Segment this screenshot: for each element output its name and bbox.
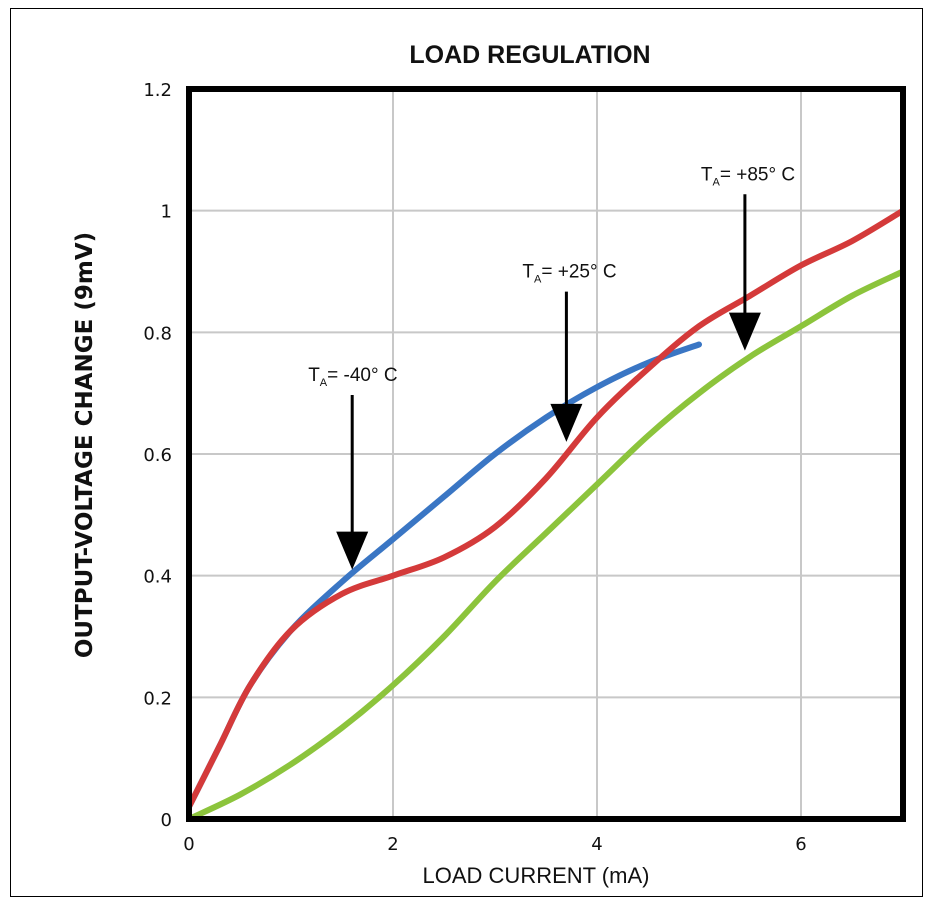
series-line-plus-25c bbox=[186, 207, 906, 810]
annotation-2: TA= +25° C bbox=[522, 262, 617, 442]
annotation-label: TA= +25° C bbox=[522, 262, 616, 286]
series-line-plus-85c bbox=[186, 268, 906, 822]
y-tick-label: 0.2 bbox=[143, 688, 172, 709]
y-tick-label: 0.8 bbox=[143, 323, 172, 344]
y-tick-labels: 0 0.2 0.4 0.6 0.8 1 1.2 bbox=[143, 80, 172, 831]
annotation-arrow-head bbox=[336, 531, 369, 570]
curves bbox=[186, 207, 906, 822]
x-tick-label: 6 bbox=[795, 834, 806, 855]
x-tick-labels: 0 2 4 6 bbox=[183, 834, 806, 855]
annotation-arrow-head bbox=[550, 403, 583, 442]
y-tick-label: 0 bbox=[161, 810, 172, 831]
annotation-label: TA= +85° C bbox=[701, 164, 795, 188]
y-tick-label: 0.6 bbox=[143, 445, 172, 466]
annotation-label: TA= -40° C bbox=[308, 365, 397, 389]
annotations: TA= -40° C TA= +25° C TA= +85° C bbox=[308, 164, 795, 570]
grid bbox=[188, 88, 903, 820]
x-tick-label: 0 bbox=[183, 834, 194, 855]
chart-title: LOAD REGULATION bbox=[409, 41, 650, 69]
y-tick-label: 1 bbox=[161, 202, 172, 223]
x-tick-label: 2 bbox=[387, 834, 398, 855]
plot-border bbox=[186, 86, 906, 822]
x-axis-label: LOAD CURRENT (mA) bbox=[423, 863, 650, 888]
chart-frame bbox=[10, 8, 923, 897]
y-tick-label: 1.2 bbox=[143, 80, 172, 101]
y-tick-label: 0.4 bbox=[143, 567, 172, 588]
annotation-arrow-head bbox=[728, 312, 761, 351]
x-tick-label: 4 bbox=[591, 834, 602, 855]
annotation-3: TA= +85° C bbox=[701, 164, 795, 351]
annotation-1: TA= -40° C bbox=[308, 365, 398, 570]
y-axis-label: OUTPUT-VOLTAGE CHANGE (9mV) bbox=[72, 232, 98, 658]
